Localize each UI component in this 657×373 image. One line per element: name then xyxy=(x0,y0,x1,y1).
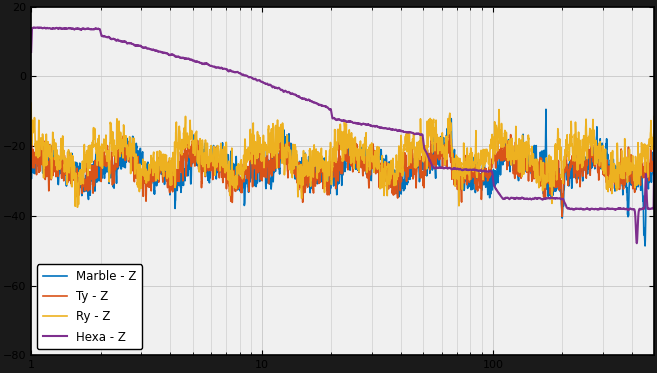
Hexa - Z xyxy=(33,25,41,30)
Hexa - Z xyxy=(650,157,657,162)
Ry - Z xyxy=(135,189,143,194)
Marble - Z xyxy=(571,160,579,164)
Line: Hexa - Z: Hexa - Z xyxy=(31,28,654,243)
Ty - Z xyxy=(639,164,646,169)
Ty - Z xyxy=(266,170,274,174)
Hexa - Z xyxy=(633,241,641,245)
Ry - Z xyxy=(74,205,81,210)
Marble - Z xyxy=(542,107,550,112)
Ty - Z xyxy=(650,129,657,133)
Marble - Z xyxy=(638,181,646,186)
Ry - Z xyxy=(650,114,657,119)
Line: Ry - Z: Ry - Z xyxy=(31,103,654,207)
Marble - Z xyxy=(650,136,657,141)
Ry - Z xyxy=(99,166,106,170)
Line: Ty - Z: Ty - Z xyxy=(31,122,654,216)
Ty - Z xyxy=(135,170,143,175)
Hexa - Z xyxy=(293,94,301,98)
Ty - Z xyxy=(445,120,453,125)
Hexa - Z xyxy=(266,83,274,87)
Marble - Z xyxy=(641,244,649,248)
Marble - Z xyxy=(135,148,143,153)
Hexa - Z xyxy=(135,44,143,48)
Ry - Z xyxy=(638,160,646,165)
Ry - Z xyxy=(571,152,579,156)
Legend: Marble - Z, Ty - Z, Ry - Z, Hexa - Z: Marble - Z, Ty - Z, Ry - Z, Hexa - Z xyxy=(37,264,143,350)
Marble - Z xyxy=(99,171,106,175)
Ty - Z xyxy=(27,123,35,128)
Hexa - Z xyxy=(27,50,35,54)
Ty - Z xyxy=(572,154,579,158)
Marble - Z xyxy=(266,182,274,186)
Ty - Z xyxy=(293,175,301,179)
Hexa - Z xyxy=(639,207,646,211)
Marble - Z xyxy=(293,158,301,162)
Hexa - Z xyxy=(571,207,579,211)
Ry - Z xyxy=(293,157,301,162)
Line: Marble - Z: Marble - Z xyxy=(31,109,654,246)
Ry - Z xyxy=(266,138,274,142)
Ty - Z xyxy=(99,156,106,160)
Marble - Z xyxy=(27,143,35,147)
Hexa - Z xyxy=(99,34,106,38)
Ty - Z xyxy=(558,214,566,219)
Ry - Z xyxy=(27,101,35,106)
